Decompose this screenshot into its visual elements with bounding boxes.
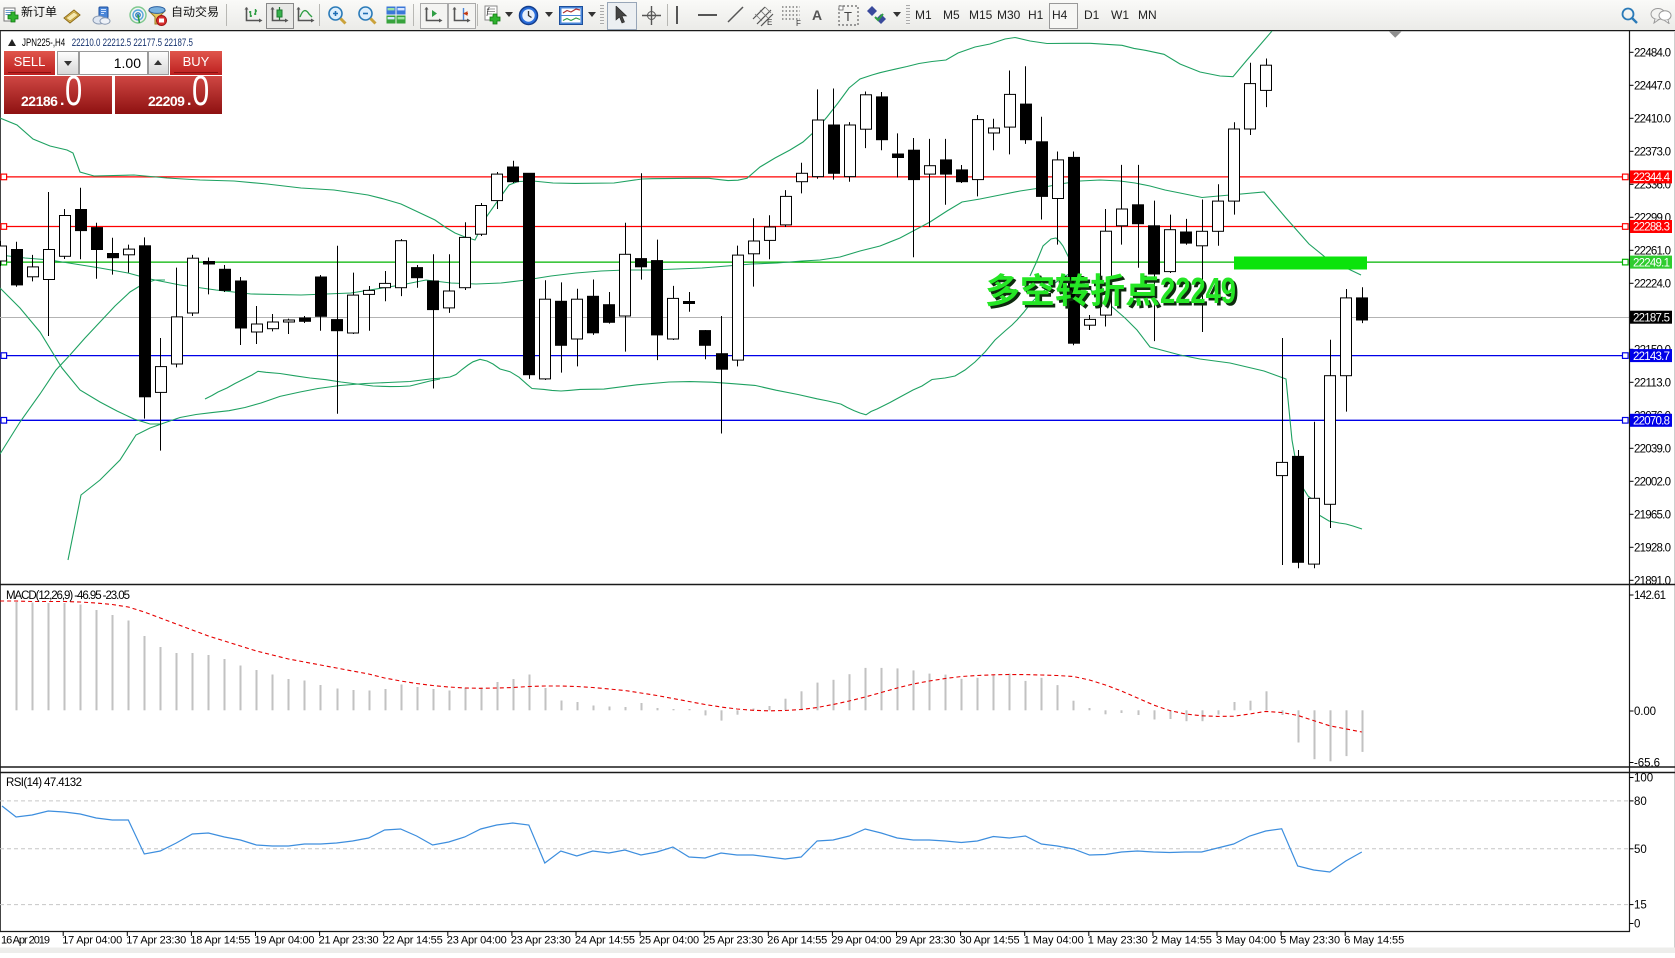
svg-text:22249: 22249 (1163, 273, 1239, 314)
svg-text:30 Apr 14:55: 30 Apr 14:55 (960, 935, 1020, 947)
svg-text:22249: 22249 (1160, 270, 1236, 311)
svg-text:22070.8: 22070.8 (1633, 416, 1670, 428)
svg-text:23 Apr 04:00: 23 Apr 04:00 (447, 935, 507, 947)
svg-text:1 May 23:30: 1 May 23:30 (1088, 935, 1148, 947)
svg-text:21928.0: 21928.0 (1634, 542, 1671, 554)
svg-text:22249.1: 22249.1 (1633, 257, 1670, 269)
svg-text:25 Apr 23:30: 25 Apr 23:30 (703, 935, 763, 947)
svg-text:-65.6: -65.6 (1634, 758, 1660, 770)
svg-text:29 Apr 23:30: 29 Apr 23:30 (896, 935, 956, 947)
svg-text:1 May 04:00: 1 May 04:00 (1024, 935, 1084, 947)
svg-text:22113.0: 22113.0 (1634, 377, 1671, 389)
svg-text:16 Apr 2019: 16 Apr 2019 (1, 935, 50, 947)
svg-text:21891.0: 21891.0 (1634, 575, 1671, 587)
svg-text:0.00: 0.00 (1634, 706, 1656, 718)
svg-text:f: f (487, 6, 491, 16)
svg-text:5 May 23:30: 5 May 23:30 (1280, 935, 1340, 947)
svg-text:80: 80 (1634, 796, 1647, 808)
svg-text:22261.0: 22261.0 (1634, 245, 1671, 257)
svg-text:19 Apr 04:00: 19 Apr 04:00 (255, 935, 315, 947)
svg-text:0: 0 (1634, 919, 1640, 931)
svg-text:26 Apr 14:55: 26 Apr 14:55 (767, 935, 827, 947)
svg-text:22410.0: 22410.0 (1634, 113, 1671, 125)
svg-text:21 Apr 23:30: 21 Apr 23:30 (319, 935, 379, 947)
svg-text:22 Apr 14:55: 22 Apr 14:55 (383, 935, 443, 947)
svg-text:RSI(14) 47.4132: RSI(14) 47.4132 (6, 777, 82, 789)
svg-text:50: 50 (1634, 844, 1647, 856)
svg-text:22373.0: 22373.0 (1634, 146, 1671, 158)
svg-text:23 Apr 23:30: 23 Apr 23:30 (511, 935, 571, 947)
svg-text:18 Apr 14:55: 18 Apr 14:55 (190, 935, 250, 947)
svg-text:3 May 04:00: 3 May 04:00 (1216, 935, 1276, 947)
svg-text:2 May 14:55: 2 May 14:55 (1152, 935, 1212, 947)
svg-text:24 Apr 14:55: 24 Apr 14:55 (575, 935, 635, 947)
svg-text:22344.4: 22344.4 (1633, 172, 1671, 184)
svg-text:22224.0: 22224.0 (1634, 278, 1671, 290)
svg-text:E: E (767, 18, 772, 27)
svg-text:25 Apr 04:00: 25 Apr 04:00 (639, 935, 699, 947)
svg-text:29 Apr 04:00: 29 Apr 04:00 (831, 935, 891, 947)
svg-text:22447.0: 22447.0 (1634, 80, 1671, 92)
svg-text:MACD(12,26,9) -46.95 -23.05: MACD(12,26,9) -46.95 -23.05 (6, 590, 130, 602)
svg-text:17 Apr 23:30: 17 Apr 23:30 (126, 935, 186, 947)
svg-text:22187.5: 22187.5 (1633, 312, 1670, 324)
svg-text:100: 100 (1634, 773, 1653, 785)
svg-text:22288.3: 22288.3 (1633, 222, 1670, 234)
svg-text:17 Apr 04:00: 17 Apr 04:00 (62, 935, 122, 947)
svg-text:15: 15 (1634, 900, 1647, 912)
svg-text:22143.7: 22143.7 (1633, 351, 1670, 363)
svg-text:6 May 14:55: 6 May 14:55 (1344, 935, 1404, 947)
svg-text:22002.0: 22002.0 (1634, 476, 1671, 488)
svg-text:22039.0: 22039.0 (1634, 443, 1671, 455)
svg-text:22484.0: 22484.0 (1634, 47, 1671, 59)
svg-text:142.61: 142.61 (1634, 590, 1666, 602)
svg-text:T: T (844, 9, 852, 24)
svg-text:F: F (796, 19, 801, 27)
svg-text:21965.0: 21965.0 (1634, 509, 1671, 521)
